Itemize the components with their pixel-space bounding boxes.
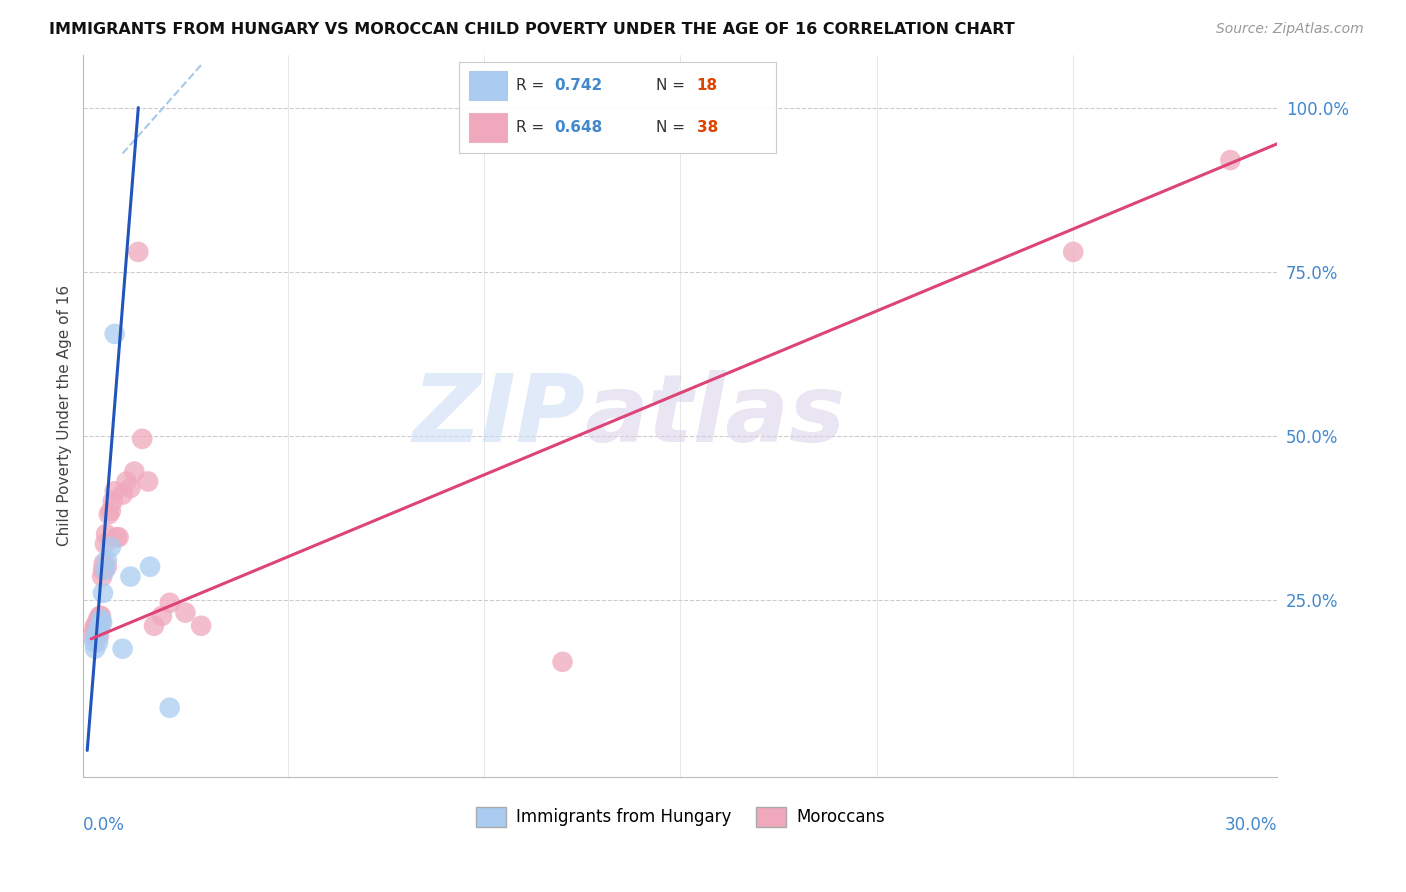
Point	[104, 326, 127, 341]
Point	[96, 559, 118, 574]
Point	[159, 700, 181, 714]
Point	[124, 465, 146, 479]
Point	[143, 619, 166, 633]
Point	[551, 655, 574, 669]
Point	[86, 625, 108, 640]
Point	[101, 494, 124, 508]
Point	[100, 540, 122, 554]
Point	[91, 586, 114, 600]
Point	[84, 641, 107, 656]
Point	[174, 606, 197, 620]
Point	[87, 622, 110, 636]
Point	[89, 609, 111, 624]
Point	[94, 537, 117, 551]
Point	[91, 563, 114, 577]
Point	[82, 629, 104, 643]
Point	[159, 596, 181, 610]
Point	[84, 619, 107, 633]
Point	[120, 569, 142, 583]
Point	[87, 629, 110, 643]
Point	[87, 612, 110, 626]
Text: 0.0%: 0.0%	[83, 816, 125, 834]
Point	[150, 609, 173, 624]
Point	[90, 612, 112, 626]
Point	[104, 484, 127, 499]
Text: 30.0%: 30.0%	[1225, 816, 1278, 834]
Point	[94, 527, 117, 541]
Point	[83, 635, 105, 649]
Point	[97, 508, 120, 522]
Point	[120, 481, 142, 495]
Point	[111, 641, 134, 656]
Point	[93, 557, 115, 571]
Text: ZIP: ZIP	[412, 370, 585, 462]
Point	[131, 432, 153, 446]
Point	[136, 475, 159, 489]
Point	[1062, 244, 1084, 259]
Point	[83, 622, 105, 636]
Point	[90, 609, 112, 624]
Text: IMMIGRANTS FROM HUNGARY VS MOROCCAN CHILD POVERTY UNDER THE AGE OF 16 CORRELATIO: IMMIGRANTS FROM HUNGARY VS MOROCCAN CHIL…	[49, 22, 1015, 37]
Legend: Immigrants from Hungary, Moroccans: Immigrants from Hungary, Moroccans	[470, 801, 891, 833]
Point	[87, 635, 110, 649]
Point	[94, 563, 117, 577]
Point	[111, 487, 134, 501]
Point	[89, 619, 111, 633]
Point	[127, 244, 149, 259]
Text: atlas: atlas	[585, 370, 846, 462]
Point	[139, 559, 162, 574]
Text: Source: ZipAtlas.com: Source: ZipAtlas.com	[1216, 22, 1364, 37]
Point	[100, 504, 122, 518]
Point	[91, 569, 114, 583]
Point	[115, 475, 138, 489]
Point	[190, 619, 212, 633]
Point	[86, 615, 108, 630]
Point	[86, 625, 108, 640]
Y-axis label: Child Poverty Under the Age of 16: Child Poverty Under the Age of 16	[58, 285, 72, 547]
Point	[107, 530, 129, 544]
Point	[1219, 153, 1241, 167]
Point	[84, 632, 107, 646]
Point	[84, 629, 107, 643]
Point	[96, 553, 118, 567]
Point	[105, 530, 128, 544]
Point	[91, 615, 114, 630]
Point	[90, 615, 112, 630]
